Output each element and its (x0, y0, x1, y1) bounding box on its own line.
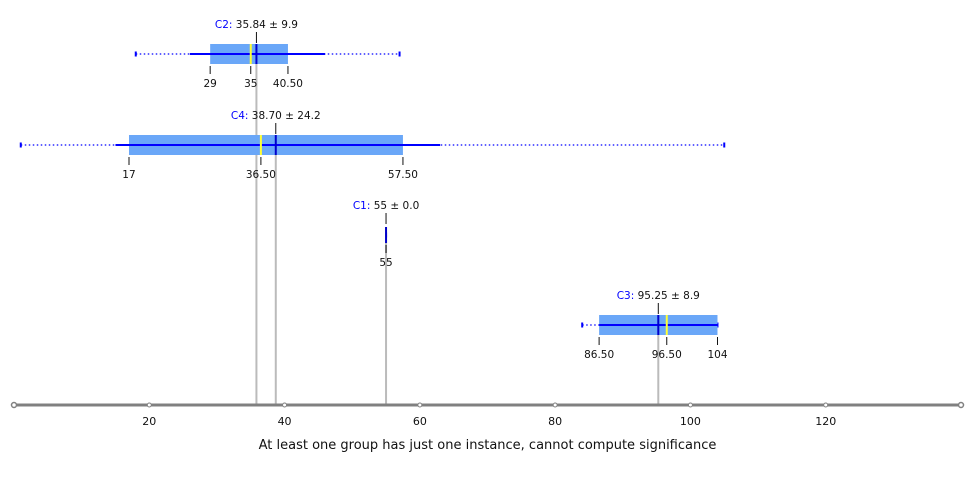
x-tick-label: 40 (278, 415, 292, 428)
group-title: C4: 38.70 ± 24.2 (231, 110, 321, 122)
group-stat: 95.25 ± 8.9 (634, 290, 700, 302)
value-label: 35 (244, 78, 257, 90)
x-tick-mark (282, 402, 288, 408)
box-group-c4: C4: 38.70 ± 24.2 17 36.50 57.50 (19, 110, 726, 181)
x-tick-label: 100 (680, 415, 701, 428)
x-tick-mark (552, 402, 558, 408)
box-group-c1: C1: 55 ± 0.0 55 (353, 200, 419, 269)
x-tick-mark (417, 402, 423, 408)
box-group-c3: C3: 95.25 ± 8.9 86.50 96.50 104 (581, 290, 728, 361)
significance-message: At least one group has just one instance… (258, 438, 717, 453)
x-tick-label: 60 (413, 415, 427, 428)
x-tick-mark (823, 402, 829, 408)
group-stat: 55 ± 0.0 (370, 200, 419, 212)
value-label: 17 (122, 169, 135, 181)
group-title: C3: 95.25 ± 8.9 (617, 290, 700, 302)
x-axis: 20 40 60 80 100 120 (10, 401, 965, 428)
value-label: 86.50 (584, 349, 614, 361)
group-name: C3: (617, 290, 635, 302)
x-tick-mark (146, 402, 152, 408)
value-label: 57.50 (388, 169, 418, 181)
group-stat: 38.70 ± 24.2 (248, 110, 320, 122)
x-axis-end-marker (10, 401, 18, 409)
value-label: 40.50 (273, 78, 303, 90)
group-name: C1: (353, 200, 371, 212)
x-tick-label: 20 (142, 415, 156, 428)
group-name: C4: (231, 110, 249, 122)
box-groups: C2: 35.84 ± 9.9 29 35 40.50 C4: 38.70 ± 24.2… (19, 19, 728, 361)
group-title: C1: 55 ± 0.0 (353, 200, 419, 212)
x-tick-label: 80 (548, 415, 562, 428)
value-label: 55 (379, 257, 392, 269)
x-tick-mark (687, 402, 693, 408)
mean-guide-lines (255, 54, 660, 405)
group-name: C2: (215, 19, 233, 31)
box-group-c2: C2: 35.84 ± 9.9 29 35 40.50 (134, 19, 401, 90)
value-label: 104 (707, 349, 727, 361)
value-label: 29 (203, 78, 216, 90)
group-title: C2: 35.84 ± 9.9 (215, 19, 298, 31)
x-tick-label: 120 (815, 415, 836, 428)
group-stat: 35.84 ± 9.9 (232, 19, 298, 31)
value-label: 96.50 (652, 349, 682, 361)
value-label: 36.50 (246, 169, 276, 181)
x-axis-end-marker (957, 401, 965, 409)
